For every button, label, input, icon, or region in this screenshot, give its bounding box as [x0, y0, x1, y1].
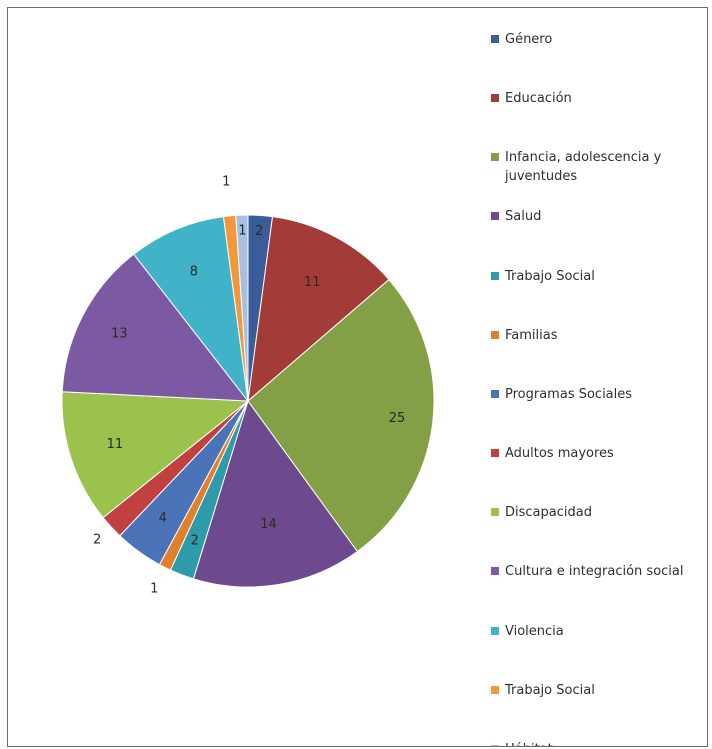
- legend-item: Trabajo Social: [491, 681, 707, 700]
- legend-label: Hábitat: [505, 740, 553, 746]
- data-label: 2: [190, 534, 198, 549]
- legend-swatch: [491, 153, 499, 161]
- legend-item: Adultos mayores: [491, 444, 707, 463]
- legend-label: Trabajo Social: [505, 269, 595, 284]
- legend-swatch: [491, 35, 499, 43]
- legend-label: Adultos mayores: [505, 446, 614, 461]
- legend-swatch: [491, 686, 499, 694]
- data-label: 2: [255, 224, 263, 239]
- data-label: 4: [159, 511, 167, 526]
- legend-item: Familias: [491, 326, 707, 345]
- legend-label: Violencia: [505, 624, 564, 639]
- chart-frame: 2 11 25 14 2 1 4 2 11 13 8 1 1 Género Educación Infanc…: [7, 7, 708, 747]
- legend-item: Género: [491, 30, 707, 49]
- pie-slice: [247, 216, 390, 403]
- pie-slice: [61, 391, 250, 519]
- data-label: 14: [260, 517, 277, 532]
- data-label: 13: [111, 327, 128, 342]
- legend-swatch: [491, 390, 499, 398]
- legend-label: Programas Sociales: [505, 387, 633, 402]
- legend-label: Trabajo Social: [505, 683, 595, 698]
- pie-slice: [235, 214, 249, 402]
- legend-swatch: [491, 272, 499, 280]
- data-label: 25: [389, 411, 406, 426]
- data-label: 1: [222, 175, 230, 190]
- data-label: 11: [107, 437, 124, 452]
- legend-label: Infancia, adolescencia y juventudes: [505, 150, 662, 184]
- legend-item: Trabajo Social: [491, 267, 707, 286]
- legend-item: Cultura e integración social: [491, 562, 707, 581]
- pie-slice: [247, 278, 435, 553]
- legend-label: Género: [505, 32, 553, 47]
- legend-label: Cultura e integración social: [505, 564, 684, 579]
- legend-item: Violencia: [491, 622, 707, 641]
- legend-label: Discapacidad: [505, 505, 592, 520]
- data-label: 11: [304, 275, 321, 290]
- legend-item: Educación: [491, 89, 707, 108]
- legend-swatch: [491, 212, 499, 220]
- pie-slice: [61, 253, 250, 402]
- legend-label: Familias: [505, 328, 558, 343]
- legend-swatch: [491, 331, 499, 339]
- data-label: 8: [190, 264, 198, 279]
- legend-item: Salud: [491, 207, 707, 226]
- legend-swatch: [491, 508, 499, 516]
- legend-swatch: [491, 449, 499, 457]
- legend-swatch: [491, 745, 499, 746]
- legend-label: Salud: [505, 209, 542, 224]
- data-label: 1: [150, 581, 158, 596]
- legend-swatch: [491, 94, 499, 102]
- data-label: 1: [238, 224, 246, 239]
- legend-item: Discapacidad: [491, 503, 707, 522]
- pie-slice: [133, 216, 249, 403]
- legend-item: Hábitat: [491, 740, 707, 746]
- legend-item: Programas Sociales: [491, 385, 707, 404]
- legend-swatch: [491, 627, 499, 635]
- data-label: 2: [93, 532, 101, 547]
- legend-swatch: [491, 567, 499, 575]
- legend-item: Infancia, adolescencia y juventudes: [491, 148, 707, 186]
- legend-label: Educación: [505, 91, 572, 106]
- pie-slice: [192, 399, 359, 588]
